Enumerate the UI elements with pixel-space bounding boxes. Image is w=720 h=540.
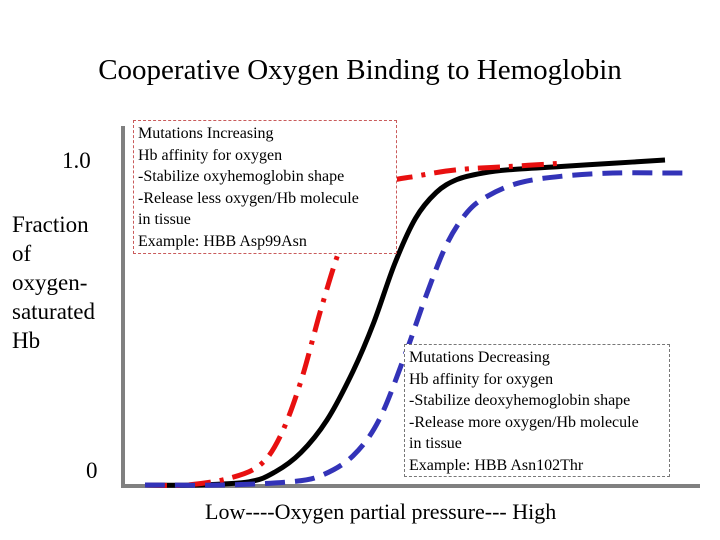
x-axis-label: Low----Oxygen partial pressure--- High (205, 499, 557, 524)
curve-wild-type (144, 157, 666, 488)
annotation-line: Hb affinity for oxygen (409, 370, 554, 388)
annotation-line: -Release less oxygen/Hb molecule (138, 189, 359, 207)
annotation-line: in tissue (409, 435, 462, 452)
annotation-increasing-affinity: Mutations Increasing Hb affinity for oxy… (133, 120, 397, 254)
annotation-line: -Release more oxygen/Hb molecule (409, 413, 639, 431)
annotation-line: Example: HBB Asp99Asn (138, 232, 307, 250)
y-tick-max: 1.0 (62, 148, 91, 173)
annotation-line: Example: HBB Asn102Thr (409, 456, 584, 474)
annotation-line: Mutations Decreasing (409, 349, 550, 366)
annotation-line: in tissue (138, 211, 191, 228)
annotation-line: -Stabilize oxyhemoglobin shape (138, 168, 345, 185)
chart-title: Cooperative Oxygen Binding to Hemoglobin (98, 54, 622, 86)
annotation-line: -Stabilize deoxyhemoglobin shape (409, 392, 631, 409)
curve-decreased-affinity (144, 170, 691, 488)
annotation-line: Mutations Increasing (138, 125, 274, 142)
annotation-line: Hb affinity for oxygen (138, 146, 283, 164)
y-axis-label: Fraction of oxygen-saturated Hb (12, 212, 96, 353)
y-tick-min: 0 (86, 458, 98, 483)
annotation-decreasing-affinity: Mutations Decreasing Hb affinity for oxy… (404, 344, 670, 477)
curve-increased-affinity (144, 160, 562, 488)
